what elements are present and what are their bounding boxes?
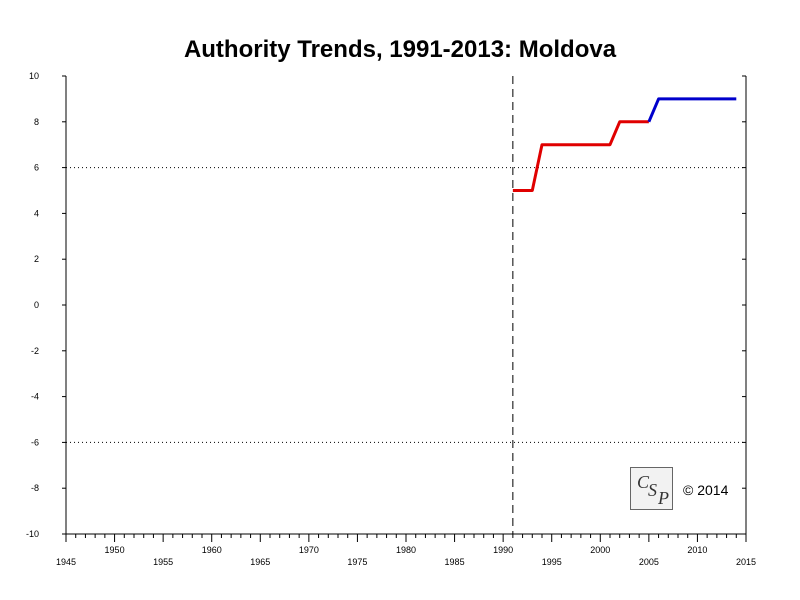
logo-letter-p: P	[658, 488, 669, 508]
y-tick-label: 0	[34, 300, 39, 310]
x-tick-label: 2000	[590, 545, 610, 555]
y-tick-label: 8	[34, 117, 39, 127]
y-tick-label: -4	[31, 392, 39, 402]
x-tick-label: 2015	[736, 557, 756, 567]
x-tick-label: 1985	[445, 557, 465, 567]
reference-lines	[66, 76, 746, 534]
logo-letter-c: C	[637, 472, 650, 492]
x-tick-label: 1945	[56, 557, 76, 567]
x-tick-label: 1995	[542, 557, 562, 567]
x-tick-label: 2010	[687, 545, 707, 555]
x-tick-label: 1960	[202, 545, 222, 555]
copyright-text: © 2014	[683, 482, 729, 498]
x-tick-label: 1950	[105, 545, 125, 555]
y-tick-label: 4	[34, 208, 39, 218]
logo-letter-s: S	[648, 480, 657, 500]
axes	[62, 75, 747, 542]
y-tick-label: 6	[34, 163, 39, 173]
y-tick-label: 10	[29, 71, 39, 81]
x-tick-label: 2005	[639, 557, 659, 567]
chart-title: Authority Trends, 1991-2013: Moldova	[183, 36, 617, 63]
tick-labels: 10 8 6 4 2 0 -2 -4 -6 -8 -10 1945 1950 1955 1960 1965 19…	[26, 71, 756, 567]
csp-logo: C S P	[630, 467, 673, 510]
x-tick-label: 1955	[153, 557, 173, 567]
x-tick-label: 1975	[347, 557, 367, 567]
y-tick-label: 2	[34, 254, 39, 264]
series-line-1	[647, 97, 737, 123]
x-tick-label: 1980	[396, 545, 416, 555]
y-tick-label: -2	[31, 346, 39, 356]
y-tick-label: -8	[31, 483, 39, 493]
x-tick-label: 1965	[250, 557, 270, 567]
series	[512, 97, 737, 192]
series-line-0	[512, 120, 649, 192]
y-tick-label: -10	[26, 529, 39, 539]
x-tick-label: 1990	[493, 545, 513, 555]
y-tick-label: -6	[31, 437, 39, 447]
x-tick-label: 1970	[299, 545, 319, 555]
